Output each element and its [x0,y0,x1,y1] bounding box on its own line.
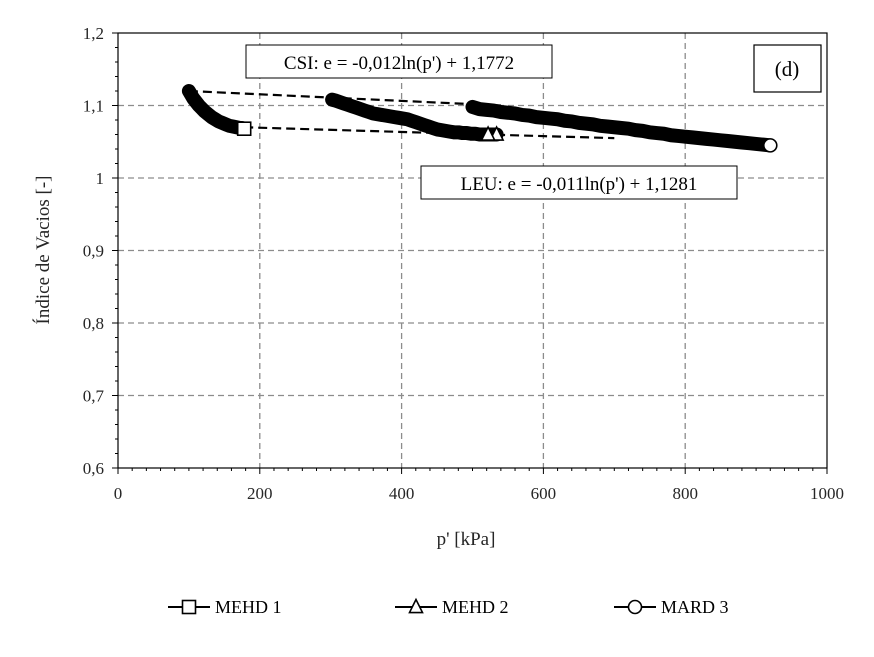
data-point [610,123,619,132]
data-point [603,122,612,131]
data-point [567,117,576,126]
data-point [667,131,676,140]
end-marker [762,138,778,153]
data-point [674,131,683,140]
data-point [695,134,704,143]
panel-label-text: (d) [775,57,800,81]
data-series [181,84,778,153]
data-point [511,109,520,118]
x-tick-label: 600 [531,484,557,503]
end-marker [236,121,252,136]
data-point [709,135,718,144]
data-point [546,114,555,123]
data-point [496,108,505,117]
data-point [638,126,647,135]
data-point [468,102,477,111]
series-mard-3 [465,99,778,153]
data-point [681,132,690,141]
data-point [645,128,654,137]
data-point [560,116,569,125]
leu-equation: LEU: e = -0,011ln(p') + 1,1281 [461,174,698,195]
legend-marker [627,599,643,615]
data-point [525,111,534,120]
y-tick-label: 0,6 [83,459,104,478]
panel-label: (d) [753,44,822,93]
legend-item: MEHD 1 [168,597,282,617]
data-point [489,106,498,115]
data-point [659,129,668,138]
grid-lines [118,33,827,468]
y-tick-label: 0,7 [83,387,105,406]
data-point [652,129,661,138]
legend-item: MEHD 2 [395,597,509,617]
data-point [553,115,562,124]
panel-label-box [753,44,822,93]
leu-annotation-box [420,165,738,200]
data-point [539,113,548,122]
y-tick-label: 0,8 [83,314,104,333]
legend-marker [181,599,197,615]
data-point [482,105,491,114]
data-point [745,139,754,148]
x-tick-label: 800 [672,484,698,503]
y-axis-label: Índice de Vacios [-] [32,176,54,325]
legend-label: MEHD 1 [215,597,282,617]
data-point [688,133,697,142]
legend-label: MEHD 2 [442,597,509,617]
legend-marker [408,597,424,614]
legend-label: MARD 3 [661,597,729,617]
data-point [589,120,598,129]
data-point [702,134,711,143]
data-point [475,105,484,114]
data-point [503,108,512,117]
data-point [518,110,527,119]
csi-annotation: CSI: e = -0,012ln(p') + 1,1772 [245,44,553,79]
x-tick-label: 200 [247,484,273,503]
data-point [716,136,725,145]
axis-ticks [112,32,828,474]
x-tick-label: 0 [114,484,123,503]
csi-equation: CSI: e = -0,012ln(p') + 1,1772 [284,53,514,74]
y-tick-label: 1,1 [83,97,104,116]
csi-annotation-box [245,44,553,79]
data-point [737,138,746,147]
end-marker [480,125,496,141]
data-point [631,126,640,135]
data-point [581,119,590,128]
legend-item: MARD 3 [614,597,729,617]
x-tick-label: 400 [389,484,415,503]
data-point [617,123,626,132]
y-tick-label: 1 [96,169,105,188]
series-mehd-1 [181,84,252,136]
data-point [574,118,583,127]
leu-annotation: LEU: e = -0,011ln(p') + 1,1281 [420,165,738,200]
series-mehd-2 [325,92,505,142]
y-tick-label: 0,9 [83,242,104,261]
data-point [730,137,739,146]
data-point [752,139,761,148]
x-tick-label: 1000 [810,484,844,503]
tick-labels: 0 200 400 600 800 1000 0,6 0,7 0,8 0,9 1 1,1 1,2 [83,24,844,503]
y-tick-label: 1,2 [83,24,104,43]
data-point [624,124,633,133]
data-point [532,113,541,122]
legend: MEHD 1 MEHD 2 MARD 3 [168,597,729,617]
x-axis-label: p' [kPa] [437,529,496,550]
data-point [596,121,605,130]
data-point [723,137,732,146]
